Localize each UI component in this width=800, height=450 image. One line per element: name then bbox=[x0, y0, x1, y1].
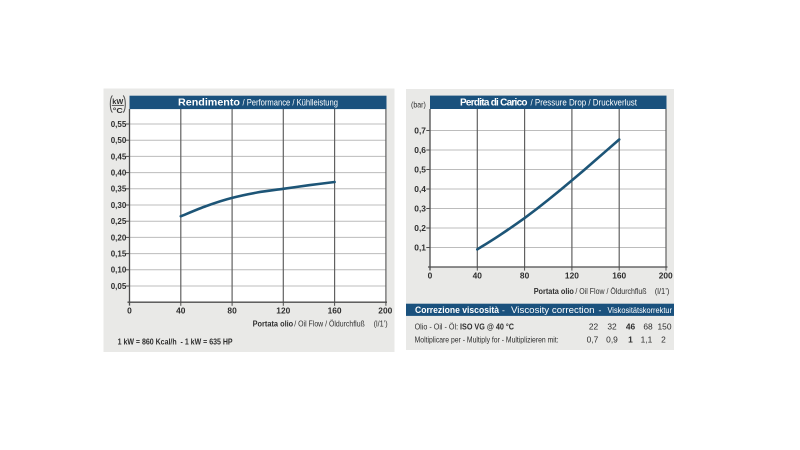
svg-text:46: 46 bbox=[626, 321, 636, 331]
svg-text:40: 40 bbox=[176, 306, 186, 316]
svg-text:0,40: 0,40 bbox=[111, 168, 127, 178]
svg-text:0: 0 bbox=[428, 270, 433, 280]
svg-text:Viscosity correction: Viscosity correction bbox=[511, 305, 595, 316]
svg-text:0,10: 0,10 bbox=[111, 265, 127, 275]
svg-text:0,35: 0,35 bbox=[111, 184, 127, 194]
svg-text:(bar): (bar) bbox=[411, 100, 426, 109]
svg-text:/ Performance / Kühlleistung: / Performance / Kühlleistung bbox=[243, 98, 339, 109]
svg-text:1: 1 bbox=[628, 335, 633, 345]
svg-text:°C: °C bbox=[113, 106, 124, 115]
svg-text:-: - bbox=[502, 305, 505, 315]
svg-text:120: 120 bbox=[565, 270, 579, 280]
svg-text:200: 200 bbox=[659, 270, 673, 280]
svg-text:-: - bbox=[599, 305, 602, 315]
svg-text:0,50: 0,50 bbox=[111, 135, 127, 145]
svg-text:0,05: 0,05 bbox=[111, 281, 127, 291]
svg-text:0,15: 0,15 bbox=[111, 249, 127, 259]
svg-text:(l/1’): (l/1’) bbox=[655, 287, 670, 296]
svg-text:0,2: 0,2 bbox=[414, 223, 426, 233]
svg-text:0,3: 0,3 bbox=[414, 203, 426, 213]
svg-text:120: 120 bbox=[276, 306, 290, 316]
svg-text:160: 160 bbox=[612, 270, 626, 280]
svg-text:80: 80 bbox=[520, 270, 530, 280]
svg-text:1 kW = 860 Kcal/h - 1 kW = 63: 1 kW = 860 Kcal/h - 1 kW = 635 HP bbox=[118, 337, 233, 347]
svg-text:0,4: 0,4 bbox=[414, 184, 426, 194]
svg-text:Olio - Oil - Öl:: Olio - Oil - Öl: bbox=[415, 321, 459, 331]
svg-text:Correzione viscosità: Correzione viscosità bbox=[415, 305, 500, 315]
svg-text:Viskositätskorrektur: Viskositätskorrektur bbox=[608, 305, 673, 315]
svg-text:/ Pressure Drop / Druckverlust: / Pressure Drop / Druckverlust bbox=[531, 97, 638, 108]
svg-text:kW: kW bbox=[112, 97, 124, 106]
svg-text:/ Oil Flow / Öldurchfluß: / Oil Flow / Öldurchfluß bbox=[575, 287, 646, 296]
svg-text:0,5: 0,5 bbox=[414, 164, 426, 174]
svg-text:40: 40 bbox=[473, 270, 483, 280]
svg-text:(l/1’): (l/1’) bbox=[374, 319, 388, 328]
svg-text:/ Oil Flow / Öldurchfluß: / Oil Flow / Öldurchfluß bbox=[294, 319, 365, 328]
svg-text:200: 200 bbox=[378, 306, 392, 316]
svg-text:160: 160 bbox=[328, 306, 342, 316]
svg-text:0,55: 0,55 bbox=[111, 119, 127, 129]
svg-text:0,45: 0,45 bbox=[111, 151, 127, 161]
svg-text:Portata olio: Portata olio bbox=[534, 287, 574, 296]
svg-text:0,25: 0,25 bbox=[111, 216, 127, 226]
svg-text:Perdita di Carico: Perdita di Carico bbox=[460, 97, 528, 108]
svg-text:0,1: 0,1 bbox=[414, 242, 426, 252]
svg-text:0,30: 0,30 bbox=[111, 200, 127, 210]
svg-text:Rendimento: Rendimento bbox=[178, 98, 240, 109]
svg-text:0,20: 0,20 bbox=[111, 232, 127, 242]
svg-text:0,6: 0,6 bbox=[414, 145, 426, 155]
svg-text:80: 80 bbox=[227, 306, 237, 316]
svg-text:ISO VG @ 40 °C: ISO VG @ 40 °C bbox=[460, 321, 514, 331]
svg-text:0: 0 bbox=[127, 306, 132, 316]
svg-text:Moltiplicare per - Multiply fo: Moltiplicare per - Multiply for - Multip… bbox=[415, 335, 559, 345]
svg-text:0,7: 0,7 bbox=[414, 125, 426, 135]
svg-text:Portata olio: Portata olio bbox=[253, 319, 294, 328]
